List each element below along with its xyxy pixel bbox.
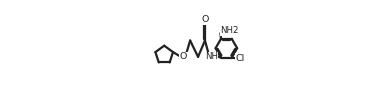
Text: O: O xyxy=(180,52,187,61)
Text: O: O xyxy=(201,15,209,24)
Text: Cl: Cl xyxy=(235,54,245,63)
Text: NH2: NH2 xyxy=(221,26,239,35)
Text: NH: NH xyxy=(205,52,218,61)
